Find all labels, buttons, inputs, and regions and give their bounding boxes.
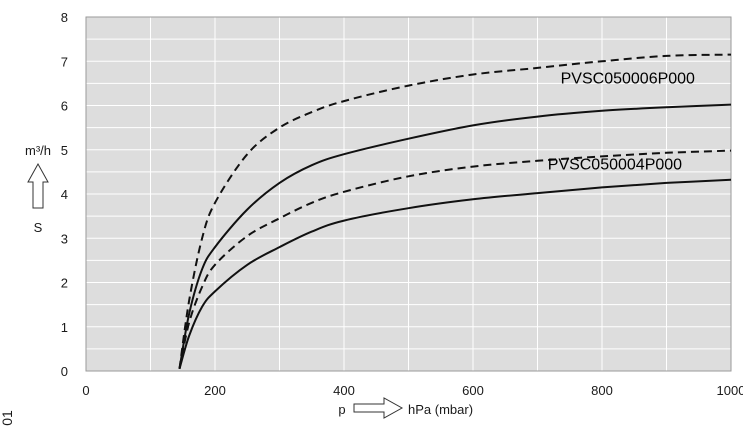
y-unit-label: m³/h [25, 143, 51, 158]
x-tick-label: 0 [82, 383, 89, 398]
x-tick-label: 1000 [717, 383, 743, 398]
series-line-solid-3 [178, 178, 732, 370]
y-tick-label: 6 [61, 99, 68, 114]
y-symbol-label: S [34, 220, 43, 235]
series-layer [178, 53, 732, 370]
y-axis-arrow-icon [27, 162, 49, 209]
series-line-solid-1 [178, 103, 732, 369]
series-annotation-label: PVSC050004P000 [548, 157, 682, 174]
x-tick-label: 600 [462, 383, 484, 398]
y-tick-label: 7 [61, 54, 68, 69]
x-tick-label: 800 [591, 383, 613, 398]
x-axis-arrow-icon [353, 397, 404, 419]
y-tick-label: 8 [61, 10, 68, 25]
y-tick-label: 1 [61, 320, 68, 335]
x-unit-label: hPa (mbar) [408, 402, 473, 417]
x-tick-label: 400 [333, 383, 355, 398]
x-symbol-label: p [338, 402, 345, 417]
y-tick-label: 4 [61, 187, 68, 202]
side-reference-text: 01 [0, 410, 15, 426]
y-tick-label: 3 [61, 231, 68, 246]
series-line-dashed-0 [178, 53, 732, 369]
y-tick-label: 0 [61, 364, 68, 379]
x-tick-labels: 0 200 400 600 800 1000 [82, 383, 743, 398]
plot-border [85, 16, 732, 372]
y-tick-label: 2 [61, 276, 68, 291]
y-tick-label: 5 [61, 143, 68, 158]
annotation-layer: PVSC050006P000 PVSC050004P000 [548, 70, 695, 173]
y-tick-labels: 0 1 2 3 4 5 6 7 8 [61, 10, 68, 379]
grid [85, 16, 732, 372]
series-line-dashed-2 [178, 149, 732, 370]
series-annotation-label: PVSC050006P000 [561, 70, 695, 87]
x-tick-label: 200 [204, 383, 226, 398]
